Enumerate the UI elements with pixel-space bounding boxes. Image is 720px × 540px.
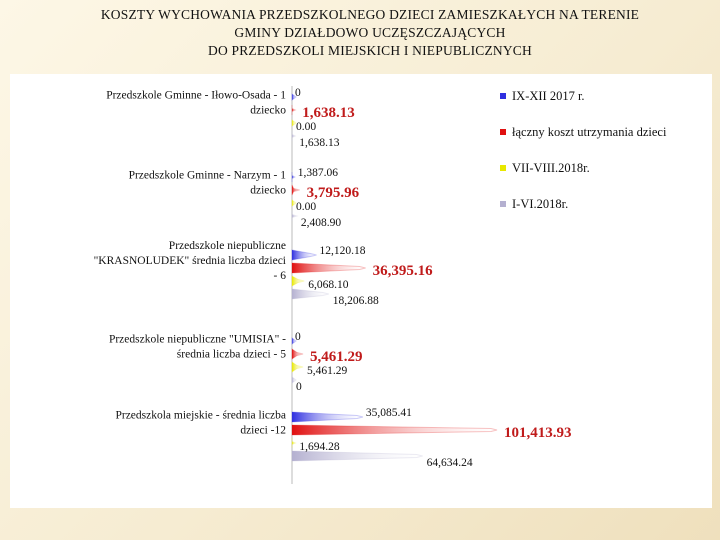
- bar-3-4: [291, 450, 423, 462]
- category-label: dzieci -12: [240, 425, 286, 437]
- legend-swatch-3: [500, 201, 506, 207]
- value-label: 0: [295, 87, 301, 99]
- legend-item-3: I-VI.2018r.: [512, 197, 568, 211]
- bar-2-4: [291, 438, 297, 448]
- labels-layer: Przedszkole Gminne - Iłowo-Osada - 1 dzie…: [94, 87, 572, 469]
- total-value-label: 5,461.29: [310, 349, 363, 365]
- bar-0-1: [291, 172, 296, 182]
- category-label: dziecko: [250, 105, 286, 117]
- value-label: 5,461.29: [307, 365, 348, 377]
- chart-title-line-3: DO PRZEDSZKOLI MIEJSKICH I NIEPUBLICZNYC…: [208, 43, 532, 58]
- bars-layer: [291, 93, 498, 462]
- value-label: 1,694.28: [299, 441, 340, 453]
- legend-item-0: IX-XII 2017 r.: [512, 89, 585, 103]
- chart-title-line-2: GMINY DZIAŁDOWO UCZĘSZCZAJĄCYCH: [234, 25, 506, 40]
- chart-title-line-1: KOSZTY WYCHOWANIA PRZEDSZKOLNEGO DZIECI …: [100, 7, 640, 22]
- value-label: 0.00: [296, 201, 316, 213]
- bar-0-0: [291, 93, 297, 101]
- bar-1-2: [291, 262, 366, 274]
- total-value-label: 1,638.13: [302, 105, 355, 121]
- value-label: 6,068.10: [308, 279, 349, 291]
- category-label: "KRASNOLUDEK" średnia liczba dzieci: [94, 255, 286, 267]
- bar-1-4: [291, 424, 498, 436]
- chart-panel: Przedszkole Gminne - Iłowo-Osada - 1 dzie…: [10, 74, 712, 508]
- value-label: 0: [296, 381, 302, 393]
- chart-title: KOSZTY WYCHOWANIA PRZEDSZKOLNEGO DZIECI …: [20, 6, 720, 60]
- bar-3-1: [291, 211, 299, 221]
- total-value-label: 101,413.93: [504, 425, 572, 441]
- bar-3-3: [291, 376, 297, 384]
- bar-2-2: [291, 275, 305, 287]
- value-label: 1,387.06: [298, 167, 339, 179]
- category-label: Przedszkole Gminne - Narzym - 1: [129, 170, 287, 182]
- value-label: 35,085.41: [366, 407, 412, 419]
- value-label: 0.00: [296, 121, 316, 133]
- category-label: - 6: [274, 270, 287, 282]
- category-label: średnia liczba dzieci - 5: [177, 349, 286, 361]
- bar-0-2: [291, 249, 317, 261]
- value-label: 0: [295, 331, 301, 343]
- bar-2-1: [291, 199, 297, 207]
- legend-item-2: VII-VIII.2018r.: [512, 161, 590, 175]
- bar-3-2: [291, 288, 329, 300]
- bar-0-3: [291, 337, 297, 345]
- total-value-label: 36,395.16: [373, 263, 434, 279]
- category-label: Przedszkole niepubliczne: [169, 240, 286, 252]
- total-value-label: 3,795.96: [307, 185, 360, 201]
- legend-swatch-1: [500, 129, 506, 135]
- bar-2-0: [291, 119, 297, 127]
- value-label: 12,120.18: [319, 245, 365, 257]
- legend-item-1: łączny koszt utrzymania dzieci: [512, 125, 667, 139]
- value-label: 2,408.90: [301, 217, 342, 229]
- category-label: Przedszkole Gminne - Iłowo-Osada - 1: [106, 90, 286, 102]
- bar-1-1: [291, 184, 300, 196]
- bar-3-0: [291, 131, 297, 141]
- bar-chart: Przedszkole Gminne - Iłowo-Osada - 1 dzie…: [94, 86, 667, 484]
- value-label: 18,206.88: [333, 295, 379, 307]
- category-label: Przedszkole niepubliczne "UMISIA" -: [109, 334, 286, 346]
- bar-0-4: [291, 411, 364, 423]
- bar-2-3: [291, 361, 304, 373]
- legend-swatch-0: [500, 93, 506, 99]
- value-label: 1,638.13: [299, 137, 340, 149]
- bar-1-0: [291, 105, 297, 115]
- value-label: 64,634.24: [427, 457, 473, 469]
- legend-swatch-2: [500, 165, 506, 171]
- category-label: dziecko: [250, 185, 286, 197]
- category-label: Przedszkola miejskie - średnia liczba: [115, 410, 286, 422]
- bar-1-3: [291, 348, 304, 360]
- legend: IX-XII 2017 r. łączny koszt utrzymania dz…: [500, 89, 667, 211]
